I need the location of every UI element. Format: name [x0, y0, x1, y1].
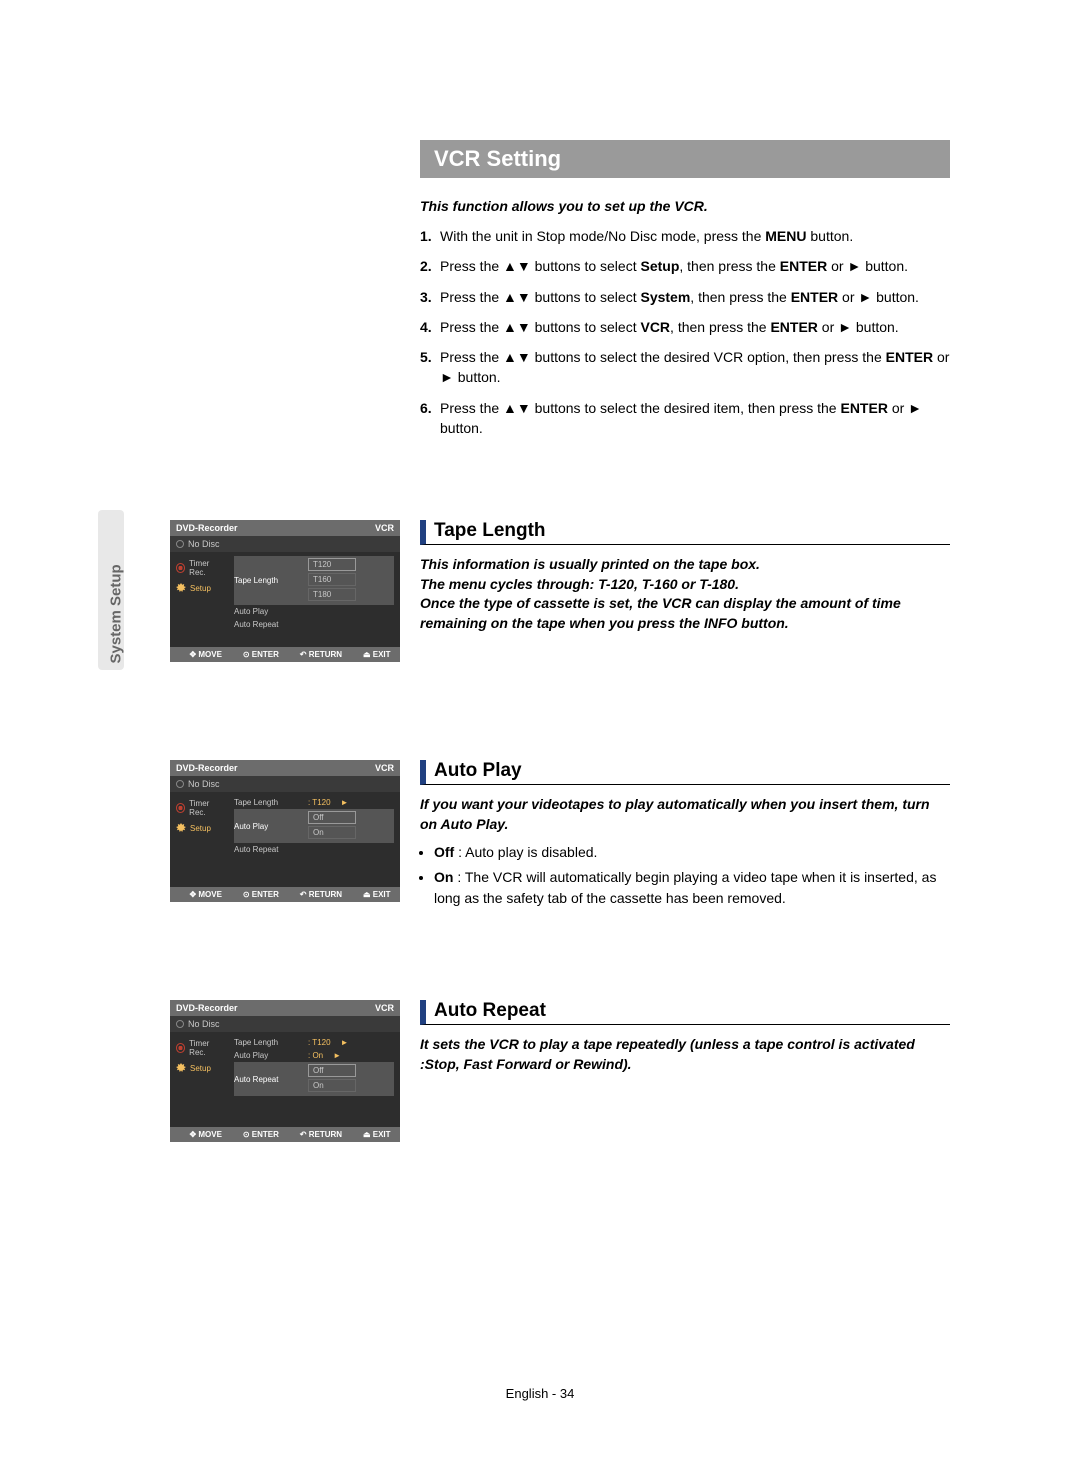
- osd-footer: ✥ MOVE⊙ ENTER↶ RETURN⏏ EXIT: [170, 887, 400, 902]
- osd-side-item: Timer Rec.: [174, 796, 226, 820]
- bullet-item: Off : Auto play is disabled.: [434, 842, 950, 863]
- timer-icon: [176, 1043, 185, 1053]
- gear-icon: [176, 823, 186, 833]
- osd-footer: ✥ MOVE⊙ ENTER↶ RETURN⏏ EXIT: [170, 647, 400, 662]
- osd-side-item: Setup: [174, 1060, 226, 1076]
- osd-header: DVD-RecorderVCR: [170, 520, 400, 536]
- gear-icon: [176, 1063, 186, 1073]
- osd-sidebar: Timer Rec.Setup: [170, 1032, 230, 1127]
- section-heading-tape: Tape Length: [420, 520, 950, 545]
- disc-icon: [176, 780, 184, 788]
- osd-row: Auto Repeat: [234, 618, 394, 631]
- osd-screenshot-tape: DVD-RecorderVCR No Disc Timer Rec.Setup …: [170, 520, 400, 662]
- osd-option: On: [308, 1079, 356, 1092]
- osd-option: On: [308, 826, 356, 839]
- page-number: English - 34: [0, 1386, 1080, 1401]
- osd-option: T160: [308, 573, 356, 586]
- disc-icon: [176, 1020, 184, 1028]
- osd-side-item: Timer Rec.: [174, 1036, 226, 1060]
- autoplay-bullets: Off : Auto play is disabled. On : The VCR…: [420, 842, 950, 909]
- osd-option: Off: [308, 811, 356, 824]
- step-item: 2.Press the ▲▼ buttons to select Setup, …: [420, 256, 950, 276]
- osd-row: Auto Play: On►: [234, 1049, 394, 1062]
- osd-sidebar: Timer Rec.Setup: [170, 552, 230, 647]
- osd-footer: ✥ MOVE⊙ ENTER↶ RETURN⏏ EXIT: [170, 1127, 400, 1142]
- osd-screenshot-autorepeat: DVD-RecorderVCR No Disc Timer Rec.Setup …: [170, 1000, 400, 1142]
- section-intro-tape: This information is usually printed on t…: [420, 555, 950, 633]
- step-item: 1.With the unit in Stop mode/No Disc mod…: [420, 226, 950, 246]
- osd-side-item: Timer Rec.: [174, 556, 226, 580]
- timer-icon: [176, 563, 185, 573]
- step-item: 6.Press the ▲▼ buttons to select the des…: [420, 398, 950, 439]
- osd-subheader: No Disc: [170, 536, 400, 552]
- intro-text: This function allows you to set up the V…: [420, 198, 950, 214]
- osd-subheader: No Disc: [170, 776, 400, 792]
- bullet-item: On : The VCR will automatically begin pl…: [434, 867, 950, 909]
- osd-side-item: Setup: [174, 820, 226, 836]
- disc-icon: [176, 540, 184, 548]
- osd-row: Auto PlayOffOn: [234, 809, 394, 843]
- step-item: 4.Press the ▲▼ buttons to select VCR, th…: [420, 317, 950, 337]
- osd-screenshot-autoplay: DVD-RecorderVCR No Disc Timer Rec.Setup …: [170, 760, 400, 902]
- osd-header: DVD-RecorderVCR: [170, 1000, 400, 1016]
- osd-main: Tape Length: T120►Auto Play: On►Auto Rep…: [230, 1032, 400, 1127]
- timer-icon: [176, 803, 185, 813]
- osd-option: T180: [308, 588, 356, 601]
- osd-row: Tape Length: T120►: [234, 796, 394, 809]
- section-heading-autorepeat: Auto Repeat: [420, 1000, 950, 1025]
- step-item: 5.Press the ▲▼ buttons to select the des…: [420, 347, 950, 388]
- osd-row: Auto Play: [234, 605, 394, 618]
- osd-main: Tape Length: T120►Auto PlayOffOnAuto Rep…: [230, 792, 400, 887]
- osd-side-item: Setup: [174, 580, 226, 596]
- osd-row: Tape Length: T120►: [234, 1036, 394, 1049]
- osd-main: Tape LengthT120T160T180Auto PlayAuto Rep…: [230, 552, 400, 647]
- section-intro-autorepeat: It sets the VCR to play a tape repeatedl…: [420, 1035, 950, 1074]
- page-title: VCR Setting: [420, 140, 950, 178]
- osd-option: T120: [308, 558, 356, 571]
- steps-list: 1.With the unit in Stop mode/No Disc mod…: [420, 226, 950, 438]
- osd-subheader: No Disc: [170, 1016, 400, 1032]
- gear-icon: [176, 583, 186, 593]
- section-intro-autoplay: If you want your videotapes to play auto…: [420, 795, 950, 834]
- side-tab-label: System Setup: [108, 524, 125, 664]
- osd-row: Auto Repeat: [234, 843, 394, 856]
- osd-row: Auto RepeatOffOn: [234, 1062, 394, 1096]
- side-tab: System Setup: [98, 510, 124, 670]
- osd-header: DVD-RecorderVCR: [170, 760, 400, 776]
- section-heading-autoplay: Auto Play: [420, 760, 950, 785]
- step-item: 3.Press the ▲▼ buttons to select System,…: [420, 287, 950, 307]
- osd-sidebar: Timer Rec.Setup: [170, 792, 230, 887]
- osd-row: Tape LengthT120T160T180: [234, 556, 394, 605]
- osd-option: Off: [308, 1064, 356, 1077]
